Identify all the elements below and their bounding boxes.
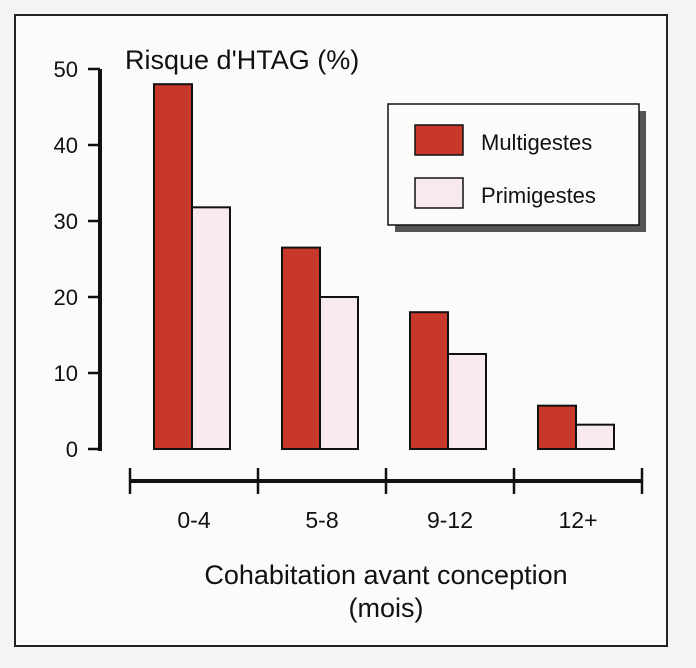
y-axis: 0 10 20 30 40 50 <box>54 57 102 462</box>
x-axis-label: Cohabitation avant conception <box>204 560 567 590</box>
x-tick-label: 12+ <box>558 507 597 533</box>
x-tick-label: 0-4 <box>177 507 210 533</box>
y-tick-label: 40 <box>54 133 78 158</box>
bars <box>153 83 615 451</box>
x-tick-label: 5-8 <box>305 507 338 533</box>
x-axis-unit: (mois) <box>349 593 424 623</box>
y-tick-label: 0 <box>66 437 78 462</box>
chart-title: Risque d'HTAG (%) <box>125 45 359 75</box>
bar-primigestes-9-12 <box>447 353 487 450</box>
bar-multigestes-9-12 <box>409 311 449 451</box>
y-tick-label: 10 <box>54 361 78 386</box>
bar-multigestes-12+ <box>537 404 577 450</box>
bar-primigestes-12+ <box>575 423 615 450</box>
legend: Multigestes Primigestes <box>387 103 646 232</box>
x-tick-label: 9-12 <box>427 507 473 533</box>
bar-multigestes-5-8 <box>281 246 321 450</box>
bar-primigestes-0-4 <box>191 206 231 450</box>
y-tick-label: 30 <box>54 209 78 234</box>
y-tick-label: 50 <box>54 57 78 82</box>
bar-primigestes-5-8 <box>319 296 359 450</box>
legend-label-multigestes: Multigestes <box>481 130 592 155</box>
x-axis: 0-4 5-8 9-12 12+ <box>128 468 644 533</box>
bar-multigestes-0-4 <box>153 83 193 450</box>
legend-label-primigestes: Primigestes <box>481 183 596 208</box>
y-tick-label: 20 <box>54 285 78 310</box>
legend-swatch-primigestes <box>414 177 464 209</box>
legend-swatch-multigestes <box>414 124 464 156</box>
